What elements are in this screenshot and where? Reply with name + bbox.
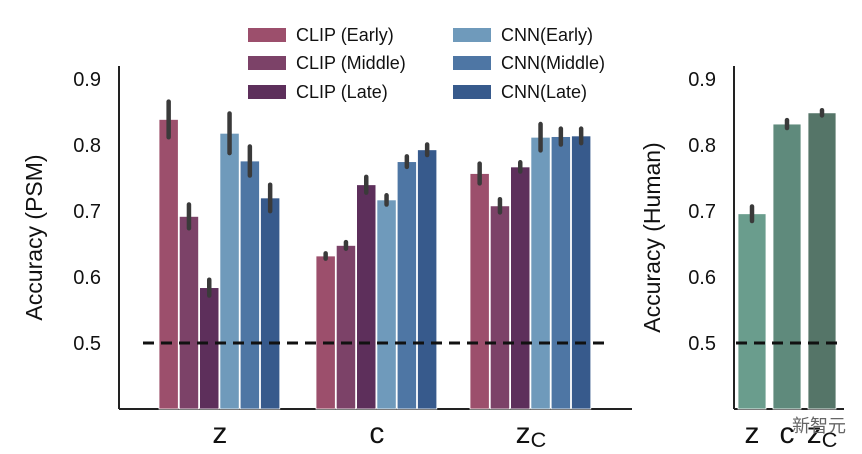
psm-bar [239, 160, 260, 410]
psm-y-tick-label: 0.7 [73, 201, 101, 223]
human-x-tick-label: zC [807, 417, 838, 452]
psm-bar [376, 199, 397, 410]
psm-bar [356, 184, 377, 410]
legend-swatch [453, 56, 491, 70]
psm-x-tick-label: zC [516, 417, 547, 452]
psm-y-axis-label: Accuracy (PSM) [21, 154, 47, 320]
legend-swatch [248, 56, 286, 70]
psm-bar [571, 135, 592, 410]
watermark: 新智元 [792, 416, 846, 437]
psm-x-tick-label: c [369, 417, 384, 450]
psm-bar [530, 136, 551, 410]
human-bar [737, 213, 767, 410]
psm-bar [335, 245, 356, 410]
psm-bar [396, 161, 417, 410]
psm-bar [178, 215, 200, 410]
psm-y-tick-label: 0.5 [73, 333, 101, 355]
legend-entry-label: CNN(Early) [501, 25, 593, 45]
human-x-tick-label: z [745, 417, 760, 450]
human-y-tick-label: 0.9 [688, 69, 716, 91]
psm-bar [315, 255, 336, 410]
legend-swatch [453, 85, 491, 99]
human-y-axis-label: Accuracy (Human) [639, 142, 665, 332]
legend-entry-label: CNN(Middle) [501, 53, 605, 73]
legend-entry-label: CNN(Late) [501, 82, 587, 102]
legend-entry-label: CLIP (Early) [296, 25, 394, 45]
psm-y-tick-label: 0.6 [73, 267, 101, 289]
psm-y-tick-label: 0.9 [73, 69, 101, 91]
psm-bar [489, 205, 510, 410]
human-bar [807, 112, 837, 410]
psm-bar [510, 166, 531, 410]
psm-bar [158, 119, 179, 410]
psm-x-tick-label: z [212, 417, 227, 450]
human-y-tick-label: 0.7 [688, 201, 716, 223]
psm-y-tick-label: 0.8 [73, 135, 101, 157]
legend-entry-label: CLIP (Middle) [296, 53, 406, 73]
psm-bar [550, 136, 571, 410]
legend-swatch [453, 28, 491, 42]
human-bar [772, 123, 802, 410]
human-y-tick-label: 0.5 [688, 333, 716, 355]
psm-bar [219, 132, 240, 410]
legend-swatch [248, 85, 286, 99]
human-x-tick-label: c [780, 417, 795, 450]
psm-bar [469, 173, 490, 410]
human-y-tick-label: 0.6 [688, 267, 716, 289]
psm-bar [199, 287, 220, 410]
legend-swatch [248, 28, 286, 42]
psm-bar [260, 197, 281, 410]
legend-entry-label: CLIP (Late) [296, 82, 388, 102]
human-y-tick-label: 0.8 [688, 135, 716, 157]
psm-bar [417, 149, 438, 410]
